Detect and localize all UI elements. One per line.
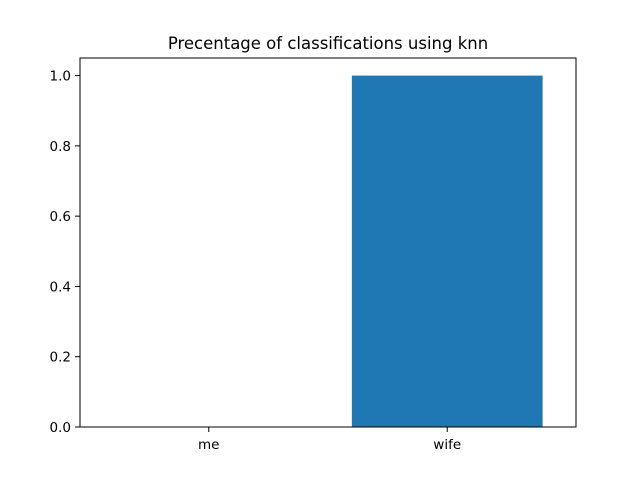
x-tick-label-wife: wife	[433, 437, 461, 453]
bar-wife	[351, 75, 543, 428]
y-tick-label-1: 0.2	[50, 350, 71, 366]
x-tick-label-me: me	[198, 437, 219, 453]
y-tick-label-5: 1.0	[50, 69, 71, 85]
y-tick-label-2: 0.4	[50, 279, 71, 295]
chart-title: Precentage of classifications using knn	[168, 34, 488, 53]
bars-layer	[351, 75, 543, 428]
plot-frame	[79, 57, 577, 428]
y-tick-label-4: 0.8	[50, 139, 71, 155]
x-axis: me wife	[198, 427, 461, 453]
y-tick-label-3: 0.6	[50, 209, 71, 225]
y-tick-label-0: 0.0	[50, 420, 71, 436]
y-axis: 0.0 0.2 0.4 0.6 0.8 1.0	[50, 69, 80, 436]
